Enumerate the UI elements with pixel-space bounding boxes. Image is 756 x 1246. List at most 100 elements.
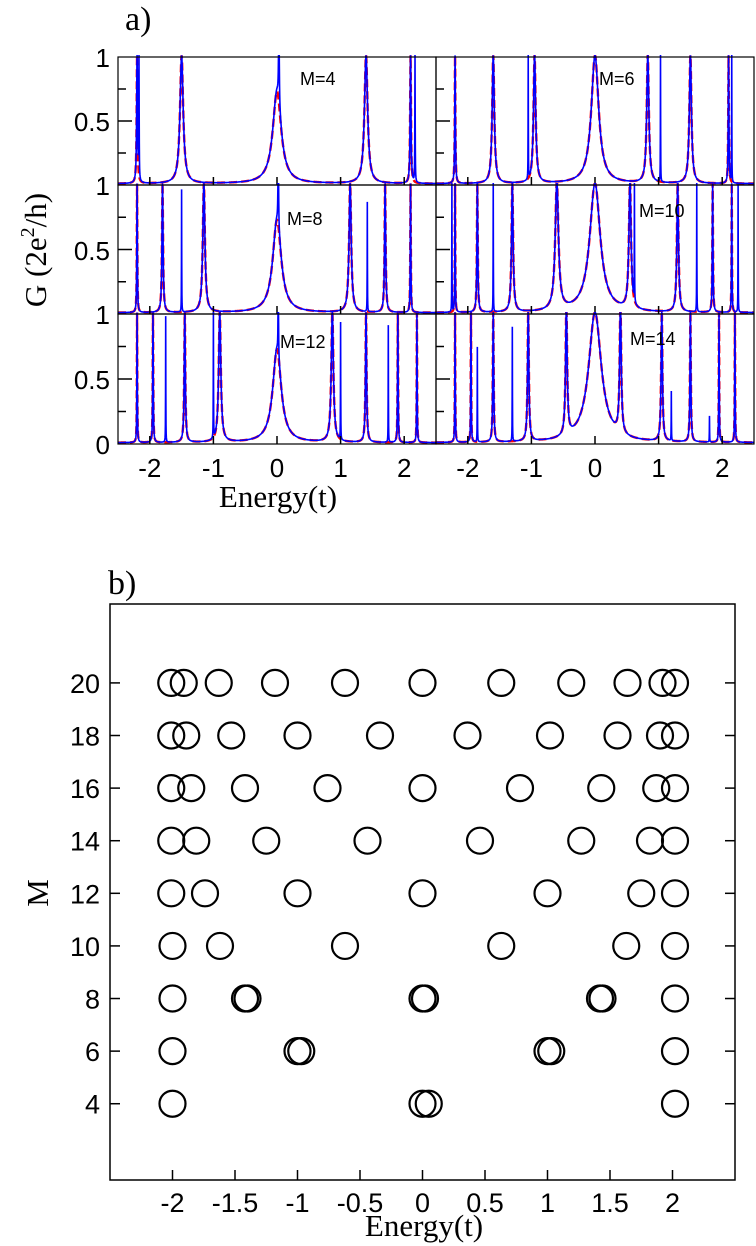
panel-b-label: b): [108, 565, 136, 602]
x-tick-label: -1: [202, 453, 225, 483]
x-tick-label: 0: [588, 453, 602, 483]
panel-b-xlabel: Energy(t): [365, 1208, 483, 1243]
subplot-label: M=4: [300, 69, 336, 89]
marker-m8: [410, 984, 440, 1013]
y-tick-label: 1: [96, 43, 110, 73]
marker-m18: [453, 721, 482, 750]
marker-m8: [588, 984, 617, 1013]
marker-m10: [612, 931, 641, 961]
marker-m18: [645, 721, 675, 750]
subplot-frame: [435, 56, 755, 186]
panel-a-y-tick-labels: 1 0.5 1 0.5 1 0.5 0: [74, 43, 110, 460]
marker-m20: [260, 668, 290, 698]
marker-m14: [182, 826, 211, 855]
dashed-series-line: [436, 55, 754, 185]
marker-m16: [587, 774, 616, 803]
y-tick-label: 18: [70, 722, 100, 752]
svg-text:G (2e2/h): G (2e2/h): [17, 193, 53, 307]
marker-m8: [585, 984, 615, 1013]
marker-m16: [660, 774, 690, 803]
panel-a: a) Energy(t) G (2e2/h) 10.510.510.50 -2-…: [17, 1, 755, 514]
solid-series-line: [436, 183, 754, 314]
marker-m16: [505, 774, 535, 803]
subplot-m-10: M=10: [435, 183, 755, 315]
dashed-series-line: [436, 183, 754, 314]
marker-m20: [204, 668, 233, 698]
dashed-series-line: [118, 183, 436, 314]
solid-series-line: [436, 55, 754, 185]
marker-m20: [557, 668, 586, 698]
y-tick-label: 0.5: [74, 107, 110, 137]
marker-m20: [648, 668, 677, 698]
marker-m8: [158, 984, 187, 1013]
x-tick-label: -1: [520, 453, 543, 483]
marker-m16: [642, 774, 671, 803]
dashed-series-line: [436, 312, 754, 444]
x-tick-label: 1: [651, 453, 665, 483]
marker-m10: [487, 931, 516, 961]
ylabel-sup: 2: [17, 227, 39, 237]
panel-b-markers: [157, 668, 690, 1118]
subplot-label: M=12: [280, 332, 326, 352]
dashed-series-line: [118, 55, 436, 185]
y-tick-label: 1: [96, 300, 110, 330]
marker-m14: [252, 826, 281, 855]
panel-a-xlabel: Energy(t): [219, 479, 337, 514]
y-tick-label: 8: [85, 985, 100, 1015]
y-tick-label: 0.5: [74, 365, 110, 395]
panel-b: b) Energy(t) M -2 -1.5 -1 -0.5 0 0.5 1 1.5 2 4 6 8 1…: [20, 565, 736, 1243]
marker-m12: [660, 879, 690, 908]
x-tick-label: 0: [270, 453, 284, 483]
marker-m4: [158, 1089, 187, 1118]
panel-b-ylabel: M: [20, 879, 55, 907]
marker-m16: [230, 774, 260, 803]
marker-m14: [353, 826, 382, 855]
x-tick-label: 2: [665, 1188, 680, 1218]
marker-m16: [313, 774, 342, 803]
y-tick-label: 20: [70, 669, 100, 699]
curves: [436, 312, 754, 444]
y-tick-label: 16: [70, 774, 100, 804]
marker-m12: [283, 879, 312, 908]
panel-a-x-tick-labels: -2 -1 0 1 2 -2 -1 0 1 2: [138, 453, 729, 483]
marker-m20: [330, 668, 360, 698]
marker-m12: [533, 879, 562, 908]
panel-a-ylabel: G (2e2/h): [17, 193, 53, 307]
marker-m18: [283, 721, 312, 750]
solid-series-line: [118, 183, 436, 314]
subplot-frame: [435, 184, 755, 315]
subplot-m-12: M=12: [117, 312, 437, 445]
marker-m10: [330, 931, 360, 961]
x-tick-label: -2: [138, 453, 161, 483]
marker-m20: [169, 668, 198, 698]
marker-m20: [613, 668, 642, 698]
ylabel-main: G (2e: [18, 237, 53, 307]
subplot-label: M=8: [287, 209, 323, 229]
y-tick-label: 1: [96, 171, 110, 201]
marker-m6: [287, 1037, 316, 1066]
marker-m16: [177, 774, 206, 803]
marker-m8: [408, 984, 437, 1013]
marker-m14: [635, 826, 665, 855]
curves: [118, 55, 436, 185]
marker-m14: [465, 826, 495, 855]
marker-m18: [660, 721, 690, 750]
x-tick-label: 2: [715, 453, 729, 483]
marker-m18: [172, 721, 201, 750]
marker-m18: [365, 721, 395, 750]
solid-series-line: [436, 312, 754, 444]
marker-m6: [537, 1037, 566, 1066]
y-tick-label: 4: [85, 1090, 100, 1120]
curves: [436, 55, 754, 185]
marker-m4: [660, 1089, 690, 1118]
marker-m10: [205, 931, 235, 961]
x-tick-label: -2: [160, 1188, 184, 1218]
subplot-label: M=10: [639, 201, 685, 221]
marker-m10: [158, 931, 187, 961]
y-tick-label: 10: [70, 932, 100, 962]
marker-m6: [158, 1037, 187, 1066]
marker-m8: [230, 984, 260, 1013]
marker-m14: [567, 826, 596, 855]
x-tick-label: 0.5: [466, 1188, 504, 1218]
